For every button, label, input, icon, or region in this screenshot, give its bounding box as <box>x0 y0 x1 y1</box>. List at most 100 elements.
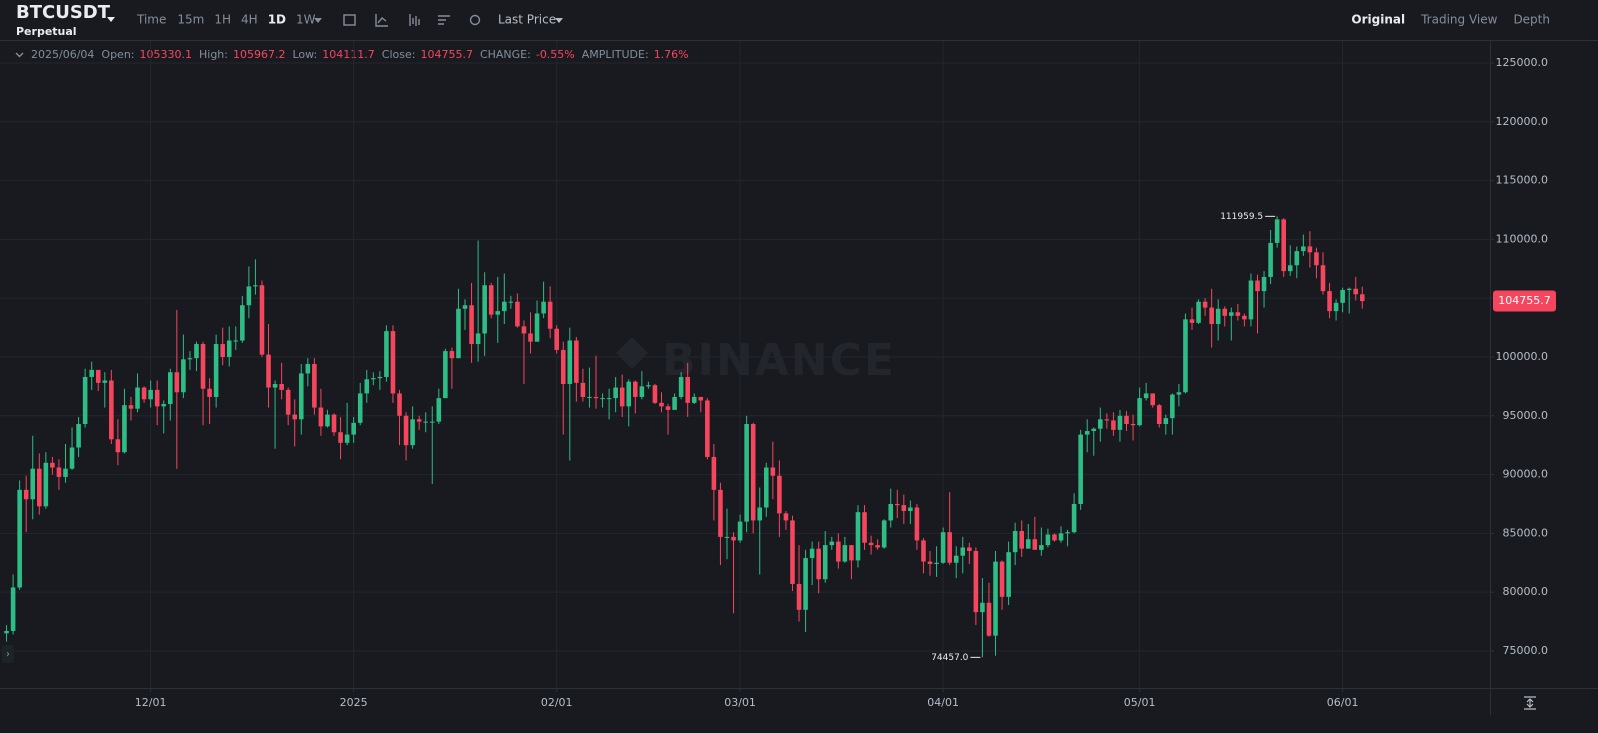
candle-body <box>888 503 894 521</box>
interval-option[interactable]: 15m <box>177 13 204 27</box>
candle-body <box>1025 539 1031 549</box>
candle-body <box>495 311 501 315</box>
candle-body <box>1071 503 1077 533</box>
contract-type: Perpetual <box>16 25 77 38</box>
candle-body <box>1170 394 1175 419</box>
candle-body <box>973 551 979 613</box>
interval-option[interactable]: 1W <box>296 13 316 27</box>
candle-body <box>849 545 854 561</box>
candle-body <box>1143 393 1149 399</box>
info-label: AMPLITUDE: <box>582 48 649 61</box>
candle-body <box>109 380 114 440</box>
price-type[interactable]: Last Price <box>498 13 556 27</box>
candle-body <box>600 398 605 400</box>
candle-body <box>43 462 49 507</box>
view-option[interactable]: Depth <box>1513 13 1550 27</box>
symbol-dropdown[interactable] <box>107 17 115 22</box>
interval-option[interactable]: 4H <box>241 13 258 27</box>
candle-body <box>128 405 134 409</box>
candle-body <box>69 447 75 469</box>
candle-body <box>95 369 101 383</box>
info-label: Low: <box>293 48 318 61</box>
scroll-button[interactable] <box>2 645 14 663</box>
view-option[interactable]: Original <box>1351 13 1405 27</box>
interval-dropdown[interactable] <box>314 18 322 23</box>
candle-body <box>1012 531 1018 553</box>
icon-calendar[interactable] <box>343 14 356 26</box>
price-type-dropdown[interactable] <box>555 18 563 23</box>
candle-body <box>1058 533 1064 541</box>
candle-body <box>292 414 298 420</box>
icon-chart-type[interactable] <box>409 14 420 26</box>
info-toggle[interactable] <box>15 52 24 58</box>
candle-body <box>56 467 62 477</box>
candle-body <box>652 385 658 403</box>
candle-body <box>534 313 540 342</box>
candle-body <box>1359 294 1365 302</box>
candle-body <box>429 421 435 423</box>
candle-body <box>744 424 749 522</box>
icon-settings-list[interactable] <box>438 15 450 25</box>
candle-body <box>1353 288 1359 295</box>
candle-body <box>908 507 913 512</box>
candle-body <box>560 349 566 385</box>
plot-area: BINANCE 75000.0 80000.0 85000.0 90000.0 95000… <box>0 41 1556 709</box>
candle-body <box>1176 392 1182 395</box>
candle-body <box>397 393 402 416</box>
candle-body <box>475 333 481 345</box>
candle-body <box>796 583 802 610</box>
icon-indicator[interactable] <box>375 14 388 27</box>
candle-body <box>1124 415 1129 425</box>
high-marker-label: 111959.5 <box>1220 212 1263 222</box>
view-option[interactable]: Trading View <box>1420 13 1498 27</box>
candle-body <box>1235 312 1241 316</box>
candle-body <box>1294 251 1300 266</box>
candle-body <box>1346 288 1352 290</box>
y-tick-label: 90000.0 <box>1503 468 1549 481</box>
candle-body <box>1261 277 1267 292</box>
candle-body <box>855 512 861 561</box>
candle-body <box>423 421 429 423</box>
icon-gear[interactable] <box>469 14 481 26</box>
x-tick-label: 02/01 <box>541 696 573 709</box>
candle-body <box>822 545 828 580</box>
symbol[interactable]: BTCUSDT <box>16 2 111 23</box>
candle-body <box>731 536 736 541</box>
candle-body <box>1242 315 1247 320</box>
candle-body <box>181 359 186 393</box>
candle-body <box>377 376 383 379</box>
interval-option[interactable]: 1D <box>268 13 286 27</box>
candle-body <box>587 396 592 398</box>
candle-body <box>371 378 376 380</box>
candle-body <box>1222 308 1228 316</box>
candle-body <box>207 388 212 397</box>
candle-body <box>266 354 271 388</box>
candle-body <box>246 286 252 306</box>
candle-body <box>567 340 573 385</box>
interval-option[interactable]: 1H <box>214 13 231 27</box>
x-tick-label: 04/01 <box>927 696 959 709</box>
candle-body <box>1287 265 1293 272</box>
interval-option[interactable]: Time <box>136 13 166 27</box>
candle-body <box>626 381 632 407</box>
candle-body <box>1301 246 1306 252</box>
y-tick-label: 95000.0 <box>1503 409 1549 422</box>
candle-body <box>1052 534 1057 541</box>
axis-toggle[interactable] <box>1524 696 1536 710</box>
watermark-text: BINANCE <box>662 335 896 386</box>
x-tick-label: 03/01 <box>724 696 756 709</box>
y-tick-label: 85000.0 <box>1503 526 1549 539</box>
candle-body <box>724 536 730 538</box>
candle-body <box>757 507 763 521</box>
candle-body <box>488 285 494 315</box>
candle-body <box>1006 552 1011 597</box>
candle-body <box>508 301 514 303</box>
candle-body <box>809 548 815 559</box>
info-value: 105330.1 <box>140 48 193 61</box>
info-value: -0.55% <box>536 48 575 61</box>
candle-body <box>1150 393 1155 406</box>
y-tick-label: 75000.0 <box>1503 644 1549 657</box>
scroll-arrow[interactable]: › <box>6 649 10 660</box>
candle-body <box>384 331 389 377</box>
